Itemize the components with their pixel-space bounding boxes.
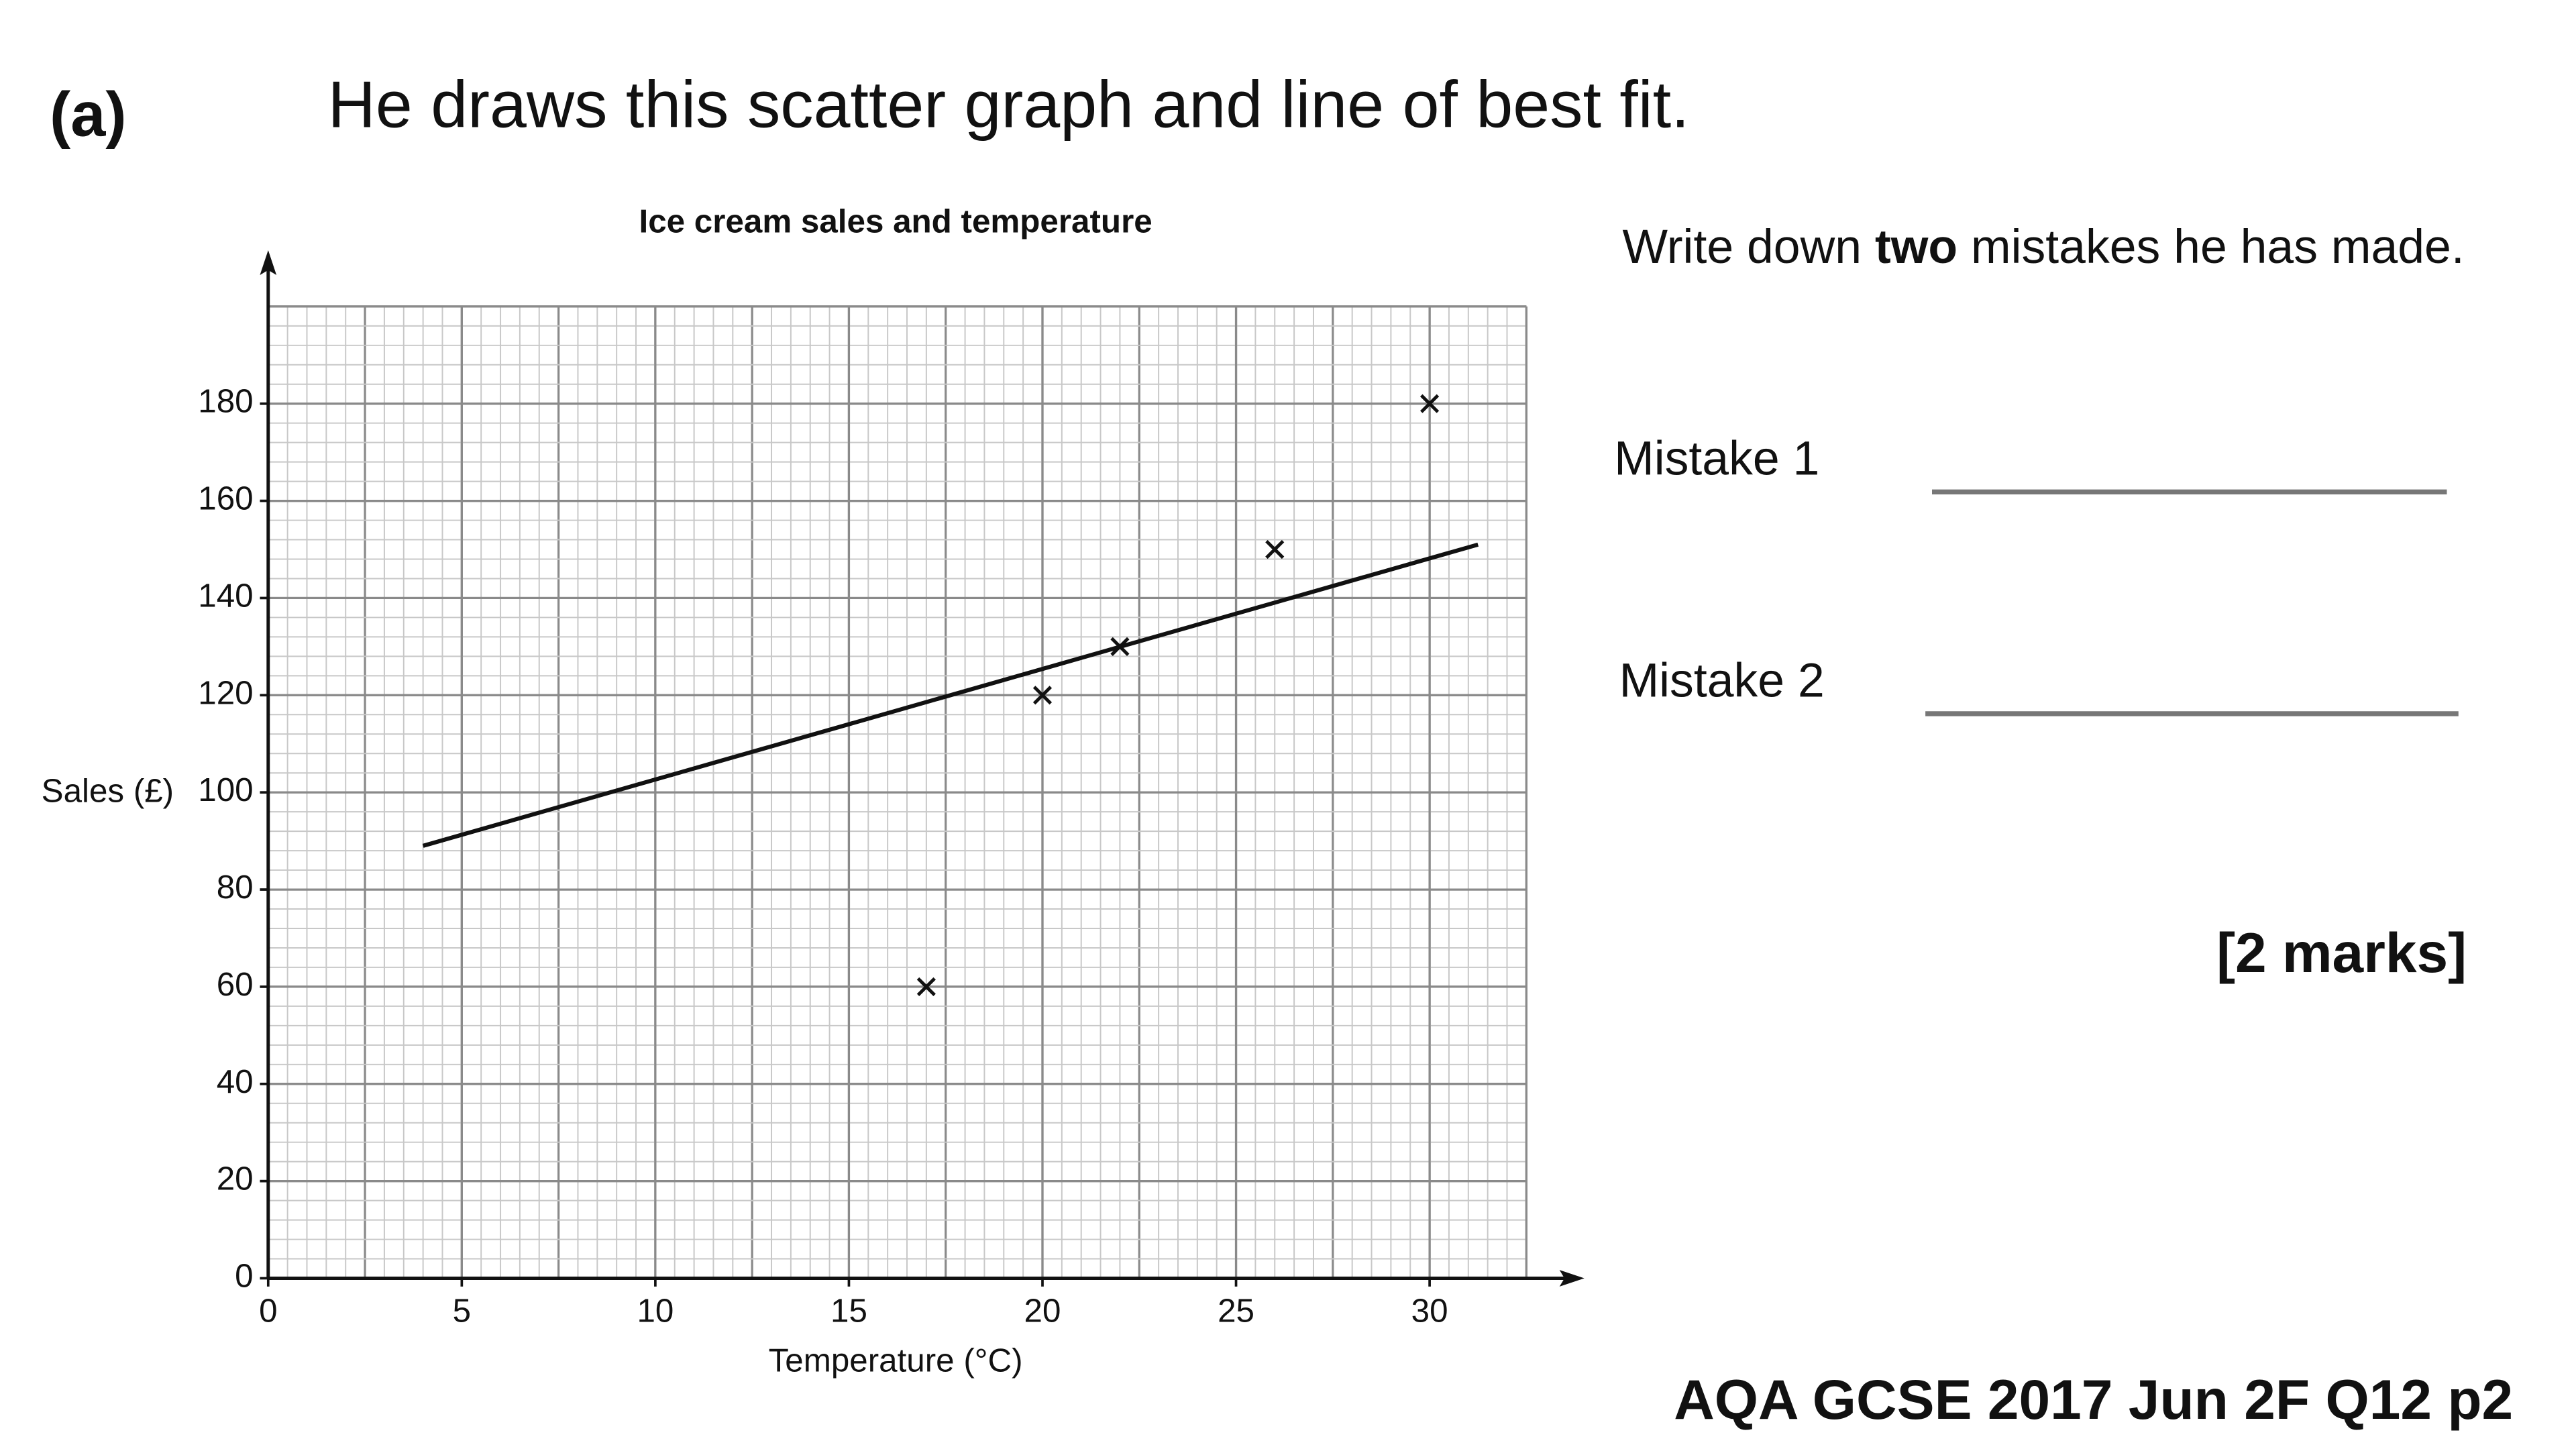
y-tick-label: 20 bbox=[217, 1161, 254, 1197]
mistake-label: Mistake 2 bbox=[1619, 653, 1825, 707]
x-tick-label: 30 bbox=[1411, 1292, 1448, 1329]
question-label: (a) bbox=[50, 79, 127, 150]
source: AQA GCSE 2017 Jun 2F Q12 p2 bbox=[1674, 1368, 2513, 1431]
instruction: Write down two mistakes he has made. bbox=[1623, 220, 2465, 274]
prompt: He draws this scatter graph and line of … bbox=[328, 67, 1690, 141]
data-point bbox=[1032, 686, 1053, 705]
mistake-label: Mistake 1 bbox=[1614, 432, 1819, 486]
instruction-text: Write down bbox=[1623, 220, 1875, 274]
data-point bbox=[1110, 637, 1130, 656]
instruction-emphasis: two bbox=[1875, 220, 1957, 274]
data-point bbox=[1265, 539, 1285, 559]
plot: 0 5 10 15 20 25 30 0 20 40 60 80 100 120 140 160 180 bbox=[198, 250, 1585, 1329]
x-tick-label: 20 bbox=[1024, 1292, 1061, 1329]
y-tick-label: 180 bbox=[198, 383, 253, 420]
marks: [2 marks] bbox=[2216, 921, 2467, 984]
y-tick-label: 120 bbox=[198, 674, 253, 711]
y-tick-label: 60 bbox=[217, 966, 254, 1003]
x-tick-label: 5 bbox=[453, 1292, 471, 1329]
line-of-best-fit bbox=[422, 542, 1479, 848]
y-axis-arrow bbox=[260, 250, 277, 275]
y-tick-label: 140 bbox=[198, 577, 253, 614]
x-tick-label: 10 bbox=[637, 1292, 674, 1329]
chart-title: Ice cream sales and temperature bbox=[639, 203, 1152, 240]
y-tick-label: 100 bbox=[198, 771, 253, 808]
y-tick-label: 0 bbox=[235, 1258, 253, 1295]
x-axis-title: Temperature (°C) bbox=[769, 1342, 1023, 1379]
data-point bbox=[1420, 394, 1440, 413]
y-tick-label: 80 bbox=[217, 869, 254, 906]
grid bbox=[267, 305, 1527, 1280]
x-tick-label: 0 bbox=[259, 1292, 277, 1329]
y-tick-label: 40 bbox=[217, 1063, 254, 1100]
x-tick-label: 25 bbox=[1218, 1292, 1254, 1329]
y-axis-title: Sales (£) bbox=[42, 772, 174, 809]
x-tick-label: 15 bbox=[830, 1292, 867, 1329]
y-tick-label: 160 bbox=[198, 480, 253, 517]
x-axis-arrow bbox=[1559, 1270, 1585, 1287]
data-point bbox=[916, 977, 936, 996]
instruction-text: mistakes he has made. bbox=[1957, 220, 2465, 274]
